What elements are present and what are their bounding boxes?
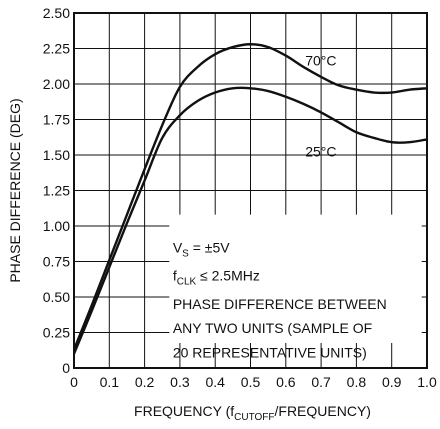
annotation-box (169, 214, 422, 344)
annotation-vs-sub: S (182, 248, 189, 259)
series-lines (72, 43, 428, 355)
series-label-70c: 70°C (305, 53, 336, 69)
annotation-fclk-value: ≤ 2.5MHz (196, 268, 260, 284)
x-tick-label: 0.8 (347, 374, 367, 390)
y-tick-label: 1.75 (43, 112, 70, 128)
annotation-fclk-label: f (173, 268, 177, 284)
x-tick-label: 0.7 (311, 374, 331, 390)
x-tick-label: 0.1 (100, 374, 120, 390)
annotation-fclk: fCLK ≤ 2.5MHz (173, 268, 260, 288)
series-line-1 (72, 86, 428, 355)
annotation-background (169, 214, 422, 344)
x-tick-label: 0.9 (382, 374, 402, 390)
annotation-vs: VS = ±5V (173, 239, 230, 259)
y-axis-title: PHASE DIFFERENCE (DEG) (7, 98, 23, 282)
y-tick-labels: 0 0.25 0.50 0.75 1.00 1.25 1.50 1.75 2.00 2.25 2.5… (43, 5, 70, 376)
annotation-vs-label: V (173, 239, 183, 255)
x-tick-label: 0.6 (276, 374, 296, 390)
y-tick-label: 0.50 (43, 289, 70, 305)
annotation-fclk-sub: CLK (177, 277, 197, 288)
x-axis-title-main: FREQUENCY (f (134, 403, 234, 419)
y-tick-label: 0.75 (43, 254, 70, 270)
series-line-0 (72, 43, 428, 350)
y-tick-label: 2.25 (43, 41, 70, 57)
y-tick-label: 1.25 (43, 183, 70, 199)
x-tick-label: 0.5 (241, 374, 261, 390)
y-tick-label: 2.00 (43, 76, 70, 92)
x-axis-title-sub: CUTOFF (234, 412, 274, 423)
y-tick-label: 1.50 (43, 147, 70, 163)
x-tick-labels: 0 0.1 0.2 0.3 0.4 0.5 0.6 0.7 0.8 0.9 1.0 (70, 374, 437, 390)
x-tick-label: 0 (70, 374, 78, 390)
y-tick-label: 2.50 (43, 5, 70, 21)
annotation-text: VS = ±5V fCLK ≤ 2.5MHz PHASE DIFFERENCE … (173, 239, 387, 360)
annotation-line-3: PHASE DIFFERENCE BETWEEN (173, 296, 387, 312)
x-axis-title-tail: /FREQUENCY) (275, 403, 371, 419)
x-axis-title: FREQUENCY (fCUTOFF/FREQUENCY) (134, 403, 371, 423)
x-tick-label: 0.4 (205, 374, 225, 390)
x-tick-label: 0.2 (135, 374, 155, 390)
plot-frame (73, 12, 428, 369)
y-tick-label: 1.00 (43, 218, 70, 234)
x-tick-label: 1.0 (417, 374, 437, 390)
y-tick-label: 0 (62, 360, 70, 376)
series-label-25c: 25°C (305, 143, 336, 159)
y-tick-label: 0.25 (43, 325, 70, 341)
annotation-vs-value: = ±5V (189, 239, 230, 255)
x-tick-label: 0.3 (170, 374, 190, 390)
annotation-line-5: 20 REPRESENTATIVE UNITS) (173, 344, 367, 360)
annotation-line-4: ANY TWO UNITS (SAMPLE OF (173, 320, 372, 336)
